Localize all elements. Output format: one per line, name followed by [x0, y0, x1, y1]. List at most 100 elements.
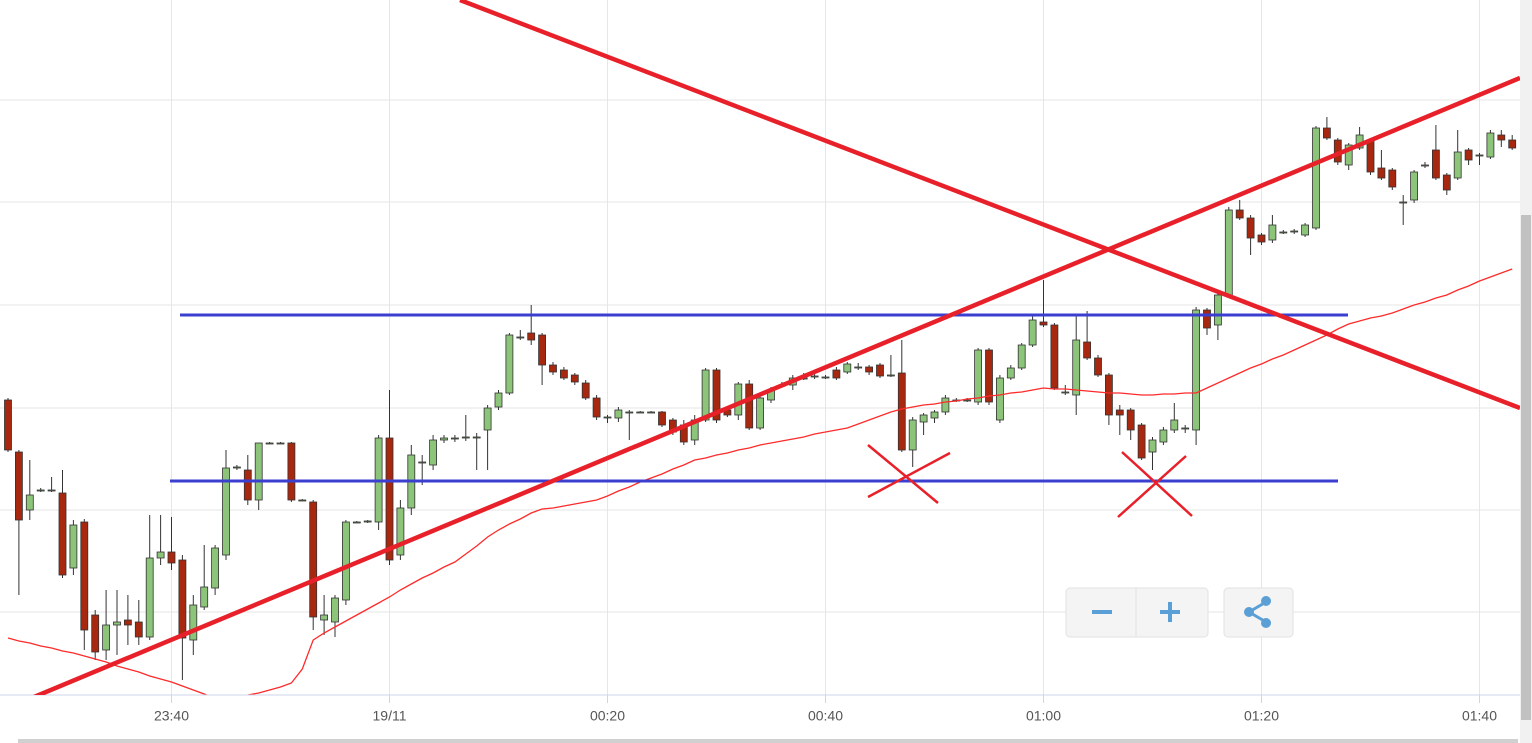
- candle-body: [1508, 139, 1517, 149]
- candle-body: [14, 451, 23, 521]
- candle-body: [832, 369, 841, 379]
- candle-body: [1399, 201, 1408, 204]
- candle-body: [483, 407, 492, 431]
- candle-body: [516, 336, 525, 339]
- candle-body: [298, 499, 307, 502]
- candle-body: [58, 492, 67, 576]
- candle-body: [1246, 217, 1255, 239]
- candle-body: [1268, 224, 1277, 241]
- candle-body: [1072, 339, 1081, 396]
- candle-body: [134, 621, 143, 638]
- candle-body: [211, 547, 220, 589]
- cross-mark: [867, 444, 939, 504]
- candle-body: [352, 521, 361, 524]
- candle-body: [1083, 341, 1091, 359]
- candle-body: [712, 369, 721, 421]
- candle-body: [494, 392, 503, 408]
- share-bg[interactable]: [1223, 587, 1294, 638]
- candle-body: [701, 369, 710, 421]
- candle-body: [647, 411, 655, 414]
- share-icon: [1261, 618, 1271, 628]
- candle-body: [625, 411, 634, 414]
- cross-mark: [1121, 451, 1193, 517]
- candle-body: [1235, 209, 1244, 219]
- zoom-in-button[interactable]: [1137, 589, 1207, 636]
- x-tick-label: 01:20: [1244, 708, 1279, 724]
- candle-body: [320, 614, 329, 621]
- candle-body: [450, 437, 459, 440]
- candle-body: [941, 397, 950, 413]
- x-tick-label: 01:40: [1462, 708, 1497, 724]
- candle-body: [189, 604, 198, 641]
- candle-body: [1410, 171, 1418, 201]
- down-trendline: [459, 0, 1520, 411]
- x-tick-label: 00:20: [590, 708, 625, 724]
- drawings: [32, 0, 1520, 695]
- x-tick-label: 01:00: [1026, 708, 1061, 724]
- candle-body: [287, 442, 296, 501]
- grid: [0, 0, 1520, 695]
- candle-body: [1475, 154, 1484, 157]
- candle-body: [47, 489, 56, 492]
- candle-body: [505, 334, 514, 394]
- candle-body: [232, 466, 241, 469]
- candle-body: [1137, 424, 1146, 459]
- candle-body: [1203, 309, 1211, 329]
- candle-body: [1181, 427, 1190, 430]
- candle-body: [429, 439, 438, 466]
- candle-body: [843, 363, 852, 373]
- candle-body: [1432, 149, 1440, 179]
- candle-body: [549, 364, 557, 373]
- share-icon: [1261, 596, 1271, 606]
- candle-body: [908, 419, 917, 451]
- share-button[interactable]: [1223, 587, 1294, 638]
- candle-body: [1214, 294, 1222, 326]
- candle-body: [1061, 391, 1070, 394]
- x-tick-label: 00:40: [808, 708, 843, 724]
- candle-body: [1344, 144, 1353, 166]
- candle-body: [876, 364, 884, 377]
- candle-body: [1105, 374, 1113, 416]
- candle-body: [1050, 324, 1059, 389]
- candle-body: [865, 366, 873, 373]
- candle-body: [1421, 164, 1429, 167]
- candle-body: [145, 557, 154, 638]
- h-scrollbar[interactable]: [18, 739, 1518, 743]
- candle-body: [897, 372, 906, 451]
- zoom-controls: [1065, 587, 1294, 638]
- candle-body: [1497, 134, 1506, 141]
- candle-body: [1453, 151, 1462, 179]
- candle-body: [1323, 127, 1331, 139]
- candle-body: [276, 442, 285, 445]
- x-tick-label: 19/11: [373, 708, 407, 724]
- candle-body: [1301, 224, 1309, 236]
- candle-body: [745, 383, 754, 429]
- candle-body: [396, 507, 405, 556]
- candle-body: [1366, 139, 1375, 173]
- candle-body: [1094, 357, 1102, 376]
- candle-body: [331, 597, 339, 623]
- candle-body: [810, 375, 819, 378]
- share-icon: [1244, 607, 1254, 617]
- candle-body: [1006, 367, 1015, 379]
- candle-body: [919, 414, 928, 423]
- candle-body: [385, 437, 394, 561]
- up-trendline: [32, 75, 1520, 695]
- candle-body: [309, 501, 318, 618]
- candle-body: [1224, 209, 1233, 296]
- candle-body: [1028, 319, 1037, 346]
- candle-body: [887, 374, 895, 377]
- candle-body: [200, 586, 209, 608]
- candle-body: [1442, 174, 1451, 191]
- candle-body: [603, 416, 612, 419]
- candle-body: [854, 366, 863, 369]
- candle-body: [1115, 409, 1124, 416]
- candle-body: [756, 397, 764, 429]
- candle-body: [1257, 234, 1266, 243]
- zoom-out-button[interactable]: [1067, 589, 1135, 636]
- candle-body: [1290, 230, 1299, 233]
- scrollbar-thumb[interactable]: [1521, 215, 1531, 720]
- candle-body: [570, 374, 579, 383]
- candle-body: [538, 334, 546, 366]
